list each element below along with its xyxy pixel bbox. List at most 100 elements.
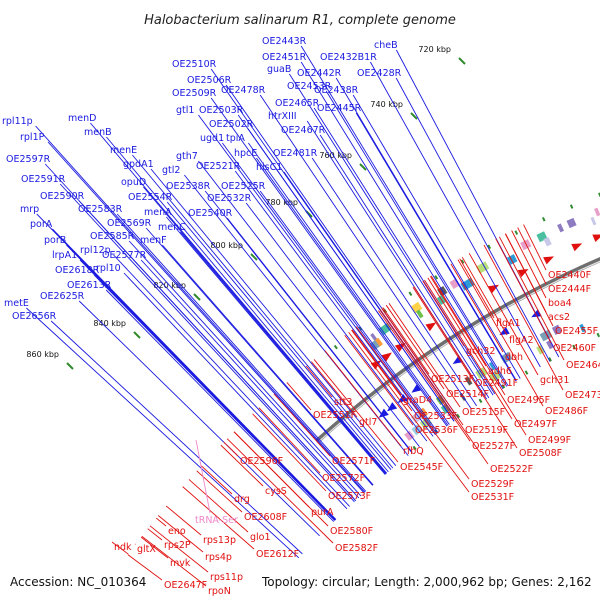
reverse-leader-line	[210, 97, 448, 427]
tick-label: 840 kbp	[93, 319, 126, 328]
feature-box	[590, 216, 597, 226]
forward-gene-label: OE2519F	[465, 425, 508, 436]
reverse-gene-label: OE2613R	[67, 280, 112, 291]
forward-gene-label: gltX	[137, 544, 156, 555]
reverse-gene-label: tpiA	[226, 133, 245, 144]
forward-leader-line	[378, 310, 471, 442]
reverse-gene-arrow	[531, 309, 542, 318]
tick-mark	[458, 57, 466, 65]
ring-dot	[460, 259, 465, 264]
forward-leader-line	[351, 329, 402, 396]
feature-box	[551, 324, 562, 335]
forward-gene-label: ndk	[114, 542, 132, 553]
reverse-leader-line	[226, 217, 413, 453]
forward-gene-arrow	[425, 322, 437, 332]
reverse-gene-label: porA	[30, 219, 53, 230]
forward-gene-arrow	[517, 269, 529, 278]
forward-leader-line	[233, 431, 329, 527]
reverse-gene-label: opuD	[121, 177, 146, 188]
ring-dot	[434, 275, 439, 280]
forward-leader-line	[483, 244, 564, 391]
reverse-leader-line	[256, 157, 449, 426]
ring-dot	[524, 370, 529, 375]
forward-leader-line	[344, 334, 414, 426]
forward-leader-line	[252, 413, 327, 492]
accession-text: Accession: NC_010364	[10, 575, 146, 589]
forward-leader-line	[355, 326, 470, 480]
forward-gene-label: OE2545F	[400, 462, 443, 473]
forward-leader-line	[495, 238, 552, 344]
feature-box	[579, 323, 586, 333]
forward-gene-label: OE2499F	[528, 435, 571, 446]
reverse-gene-label: OE2478R	[221, 85, 266, 96]
reverse-gene-label: rpl11p	[2, 116, 33, 127]
reverse-gene-label: OE2540R	[188, 208, 233, 219]
forward-leader-line	[305, 365, 333, 398]
reverse-gene-label: OE2502R	[209, 119, 254, 130]
forward-leader-line	[149, 525, 209, 573]
forward-leader-line	[182, 486, 255, 550]
reverse-leader-line	[143, 186, 387, 474]
reverse-gene-label: menE	[110, 145, 137, 156]
reverse-leader-line	[166, 201, 392, 470]
reverse-gene-label: OE2569R	[107, 218, 152, 229]
forward-gene-arrow	[571, 243, 583, 252]
ring-dot	[596, 332, 600, 338]
reverse-gene-label: OE2538R	[166, 181, 211, 192]
forward-gene-label: flgA2	[509, 335, 534, 346]
reverse-leader-line	[325, 90, 508, 387]
reverse-gene-label: metE	[4, 298, 29, 309]
forward-gene-label: OE2444F	[548, 284, 591, 295]
forward-gene-label: OE2495F	[507, 395, 550, 406]
reverse-gene-label: OE2467R	[281, 125, 326, 136]
genome-summary-text: Topology: circular; Length: 2,000,962 bp…	[261, 575, 592, 589]
forward-gene-label: rps13p	[203, 535, 236, 546]
reverse-gene-label: menD	[68, 113, 96, 124]
reverse-gene-label: menC	[158, 222, 186, 233]
forward-gene-label: rps4p	[205, 552, 232, 563]
ring-dot	[412, 445, 417, 451]
forward-leader-line	[429, 276, 487, 367]
forward-leader-line	[427, 277, 527, 436]
ring-dot	[514, 230, 519, 235]
forward-leader-line	[450, 263, 504, 353]
forward-gene-label: OE2473F	[565, 390, 600, 401]
reverse-gene-label: OE2583R	[78, 204, 123, 215]
forward-leader-line	[430, 275, 506, 396]
forward-leader-line	[286, 382, 312, 411]
reverse-gene-arrow	[452, 355, 464, 365]
forward-gene-label: rfbQ	[403, 446, 424, 457]
forward-gene-label: OE2596F	[240, 456, 283, 467]
reverse-gene-label: OE2510R	[172, 59, 217, 70]
forward-gene-label: OE2514F	[446, 389, 489, 400]
reverse-leader-line	[198, 160, 420, 448]
reverse-leader-line	[352, 94, 521, 379]
forward-gene-label: OE2497F	[514, 419, 557, 430]
reverse-leader-line	[247, 128, 455, 422]
forward-gene-label: OE2491F	[475, 378, 518, 389]
reverse-gene-label: menF	[140, 235, 167, 246]
reverse-gene-label: OE2625R	[40, 291, 85, 302]
tick-label: 800 kbp	[210, 241, 243, 250]
forward-gene-label: cysS	[265, 486, 287, 497]
ring-dot	[501, 384, 506, 389]
forward-leader-line	[258, 407, 321, 474]
reverse-leader-line	[78, 200, 357, 502]
reverse-gene-arrow	[411, 383, 422, 393]
forward-leader-line	[379, 309, 489, 465]
forward-leader-line	[188, 479, 249, 533]
reverse-gene-label: OE2525R	[221, 181, 266, 192]
reverse-gene-label: OE2442R	[297, 68, 342, 79]
ring-dot	[569, 204, 574, 209]
forward-leader-line	[504, 233, 554, 327]
reverse-gene-label: gpdA1	[123, 159, 154, 170]
forward-gene-label: OE2455F	[555, 326, 598, 337]
forward-gene-label: gtl7	[359, 417, 377, 428]
reverse-gene-label: OE2577R	[102, 250, 147, 261]
forward-gene-label: OE2531F	[471, 492, 514, 503]
forward-gene-label: rps2P	[164, 540, 191, 551]
forward-leader-line	[111, 541, 129, 555]
forward-leader-line	[311, 361, 358, 418]
forward-leader-line	[459, 258, 495, 319]
